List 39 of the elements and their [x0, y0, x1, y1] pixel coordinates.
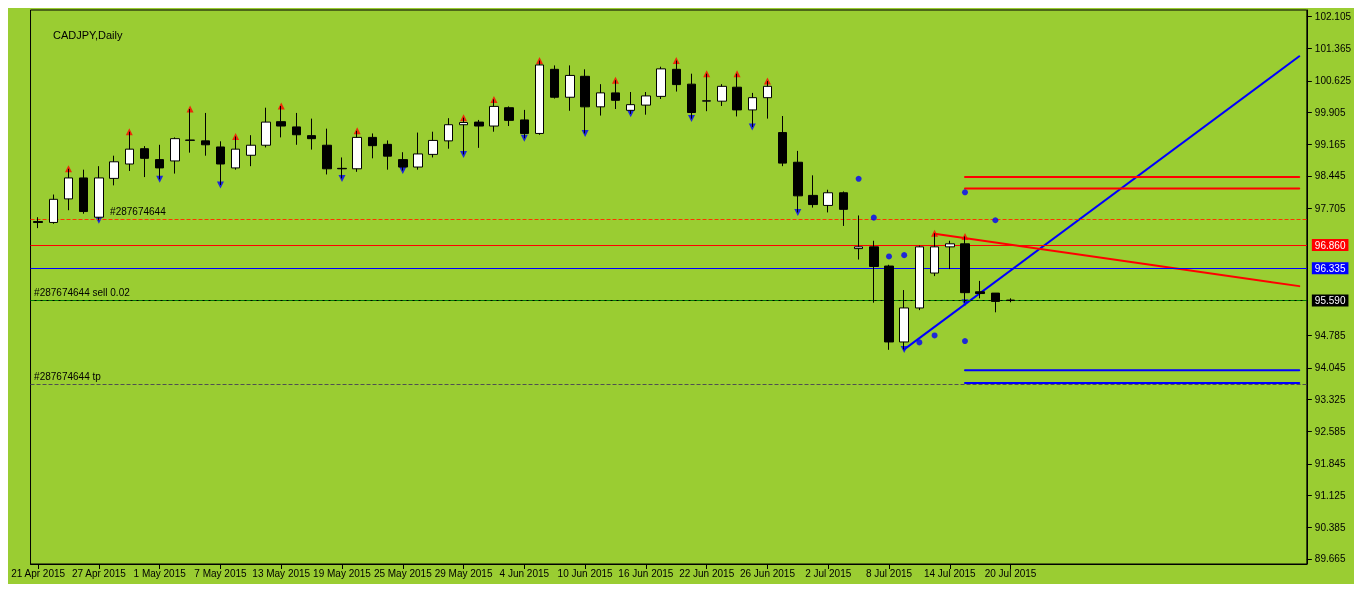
x-tick-label: 8 Jul 2015 [865, 567, 913, 579]
x-tick-label: 22 Jun 2015 [679, 567, 735, 579]
x-tick-label: 2 Jul 2015 [805, 567, 852, 579]
annotation: #287674644 [110, 205, 167, 217]
x-tick-label: 1 May 2015 [133, 567, 187, 579]
y-tick-label: 90.385 [1314, 522, 1346, 534]
x-tick-label: 19 May 2015 [313, 567, 372, 579]
y-tick-label: 97.705 [1314, 202, 1346, 214]
y-tick-label: 94.045 [1314, 362, 1346, 374]
y-tick-label: 101.365 [1314, 43, 1352, 55]
y-tick-label: 89.665 [1314, 553, 1346, 565]
x-tick-label: 27 Apr 2015 [71, 567, 127, 579]
x-tick-label: 13 May 2015 [252, 567, 311, 579]
ref-line-label: 95.590 [1314, 295, 1346, 307]
y-tick-label: 102.105 [1314, 10, 1352, 22]
x-tick-label: 10 Jun 2015 [557, 567, 614, 579]
y-tick-label: 100.625 [1314, 75, 1352, 87]
x-tick-label: 25 May 2015 [373, 567, 433, 579]
y-tick-label: 92.585 [1314, 426, 1346, 438]
x-tick-label: 29 May 2015 [434, 567, 493, 579]
ref-line-label: 96.335 [1314, 262, 1346, 274]
x-tick-label: 26 Jun 2015 [739, 567, 796, 579]
y-tick-label: 94.785 [1314, 330, 1346, 342]
x-tick-label: 14 Jul 2015 [923, 567, 977, 579]
annotation: #287674644 sell 0.02 [34, 287, 131, 299]
y-tick-label: 99.905 [1314, 106, 1346, 118]
x-tick-label: 7 May 2015 [194, 567, 248, 579]
ref-line-label: 96.860 [1314, 239, 1346, 251]
x-tick-label: 16 Jun 2015 [618, 567, 674, 579]
y-tick-label: 98.445 [1314, 170, 1346, 182]
y-tick-label: 93.325 [1314, 393, 1346, 405]
x-tick-label: 4 Jun 2015 [499, 567, 550, 579]
text: CADJPY,Daily [53, 28, 123, 41]
annotation: #287674644 tp [34, 371, 102, 383]
y-tick-label: 91.125 [1314, 489, 1346, 501]
y-tick-label: 91.845 [1314, 458, 1346, 470]
x-tick-label: 20 Jul 2015 [984, 567, 1037, 579]
y-tick-label: 99.165 [1314, 139, 1346, 151]
x-tick-label: 21 Apr 2015 [11, 567, 66, 579]
